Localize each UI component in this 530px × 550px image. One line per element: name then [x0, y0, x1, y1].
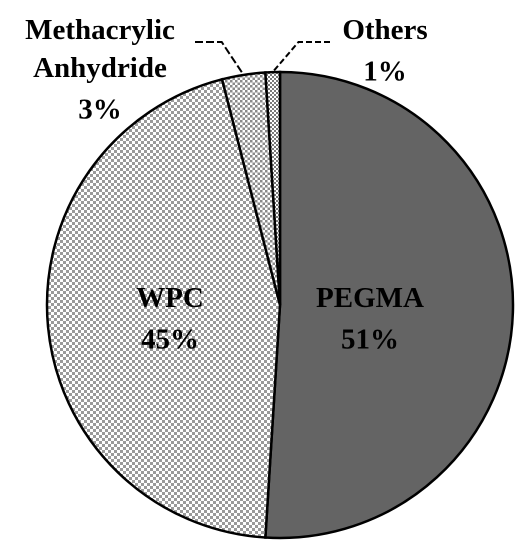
slice-label: Others — [342, 14, 427, 46]
label-line: Others — [342, 14, 427, 46]
value-label: 51% — [341, 324, 399, 356]
pie-slice — [264, 70, 515, 540]
value-label: 45% — [141, 324, 199, 356]
slice-label: WPC — [136, 282, 204, 314]
slice-label: PEGMA — [316, 282, 424, 314]
leader-line — [195, 41, 245, 76]
label-line: Anhydride — [33, 52, 167, 84]
label-line: PEGMA — [316, 282, 424, 314]
pie-slice — [45, 77, 282, 539]
leader-line — [271, 41, 330, 73]
pie-slice — [264, 70, 282, 306]
label-line: WPC — [136, 282, 204, 314]
slice-label: Methacrylic Anhydride — [25, 14, 175, 84]
label-line: Methacrylic — [25, 14, 175, 46]
value-label: 1% — [363, 56, 407, 88]
value-label: 3% — [78, 94, 122, 126]
